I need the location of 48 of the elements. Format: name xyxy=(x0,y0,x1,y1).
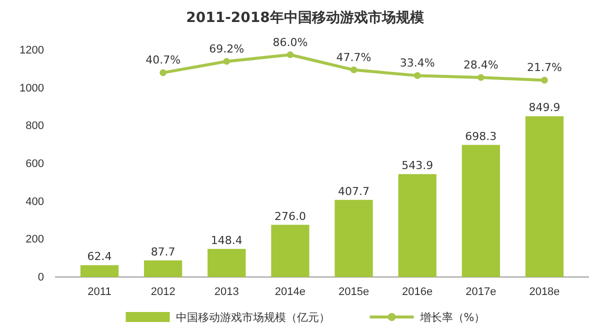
y-tick-label: 400 xyxy=(26,196,44,208)
point xyxy=(286,51,294,58)
x-tick-label: 2015e xyxy=(338,286,370,298)
x-tick-label: 2013 xyxy=(214,286,239,298)
point xyxy=(541,76,548,84)
data-label: 698.3 xyxy=(465,130,497,143)
data-label: 276.0 xyxy=(274,210,306,223)
data-label: 407.7 xyxy=(338,184,370,198)
point xyxy=(223,58,230,65)
data-label: 86.0% xyxy=(272,36,308,49)
x-tick-label: 2011 xyxy=(88,286,112,298)
bar xyxy=(334,200,373,277)
y-tick-label: 200 xyxy=(26,234,44,246)
data-label: 47.7% xyxy=(336,50,372,64)
data-label: 33.4% xyxy=(400,56,435,70)
point xyxy=(350,66,358,74)
data-label: 28.4% xyxy=(463,58,498,72)
legend-label: 中国移动游戏市场规模（亿元） xyxy=(176,311,330,324)
x-tick-label: 2016e xyxy=(402,286,433,298)
data-label: 543.9 xyxy=(402,159,434,172)
x-tick-label: 2012 xyxy=(150,286,176,298)
bar xyxy=(208,248,246,277)
x-tick-label: 2018e xyxy=(529,286,560,298)
data-label: 21.7% xyxy=(527,61,562,74)
x-tick-label: 2014e xyxy=(274,286,306,298)
bar xyxy=(462,144,500,277)
point xyxy=(478,74,484,81)
chart-title: 2011-2018年中国移动游戏市场规模 xyxy=(186,9,425,26)
legend-label: 增长率（%） xyxy=(418,311,486,324)
y-tick-label: 800 xyxy=(26,120,44,132)
data-label: 62.4 xyxy=(87,250,112,264)
bar xyxy=(80,265,119,277)
bar xyxy=(144,260,182,277)
bar xyxy=(271,224,310,277)
bar xyxy=(525,116,564,277)
data-label: 69.2% xyxy=(209,42,244,56)
y-tick-label: 600 xyxy=(26,158,44,170)
y-tick-label: 1200 xyxy=(20,44,44,57)
y-tick-label: 1000 xyxy=(20,82,44,94)
point xyxy=(414,72,421,79)
data-label: 849.9 xyxy=(528,101,560,114)
x-tick-label: 2017e xyxy=(466,286,496,298)
data-label: 40.7% xyxy=(146,54,181,67)
y-tick-label: 0 xyxy=(38,272,44,284)
bar xyxy=(398,174,436,277)
point xyxy=(160,69,166,76)
data-label: 148.4 xyxy=(210,234,242,247)
data-label: 87.7 xyxy=(150,245,176,258)
